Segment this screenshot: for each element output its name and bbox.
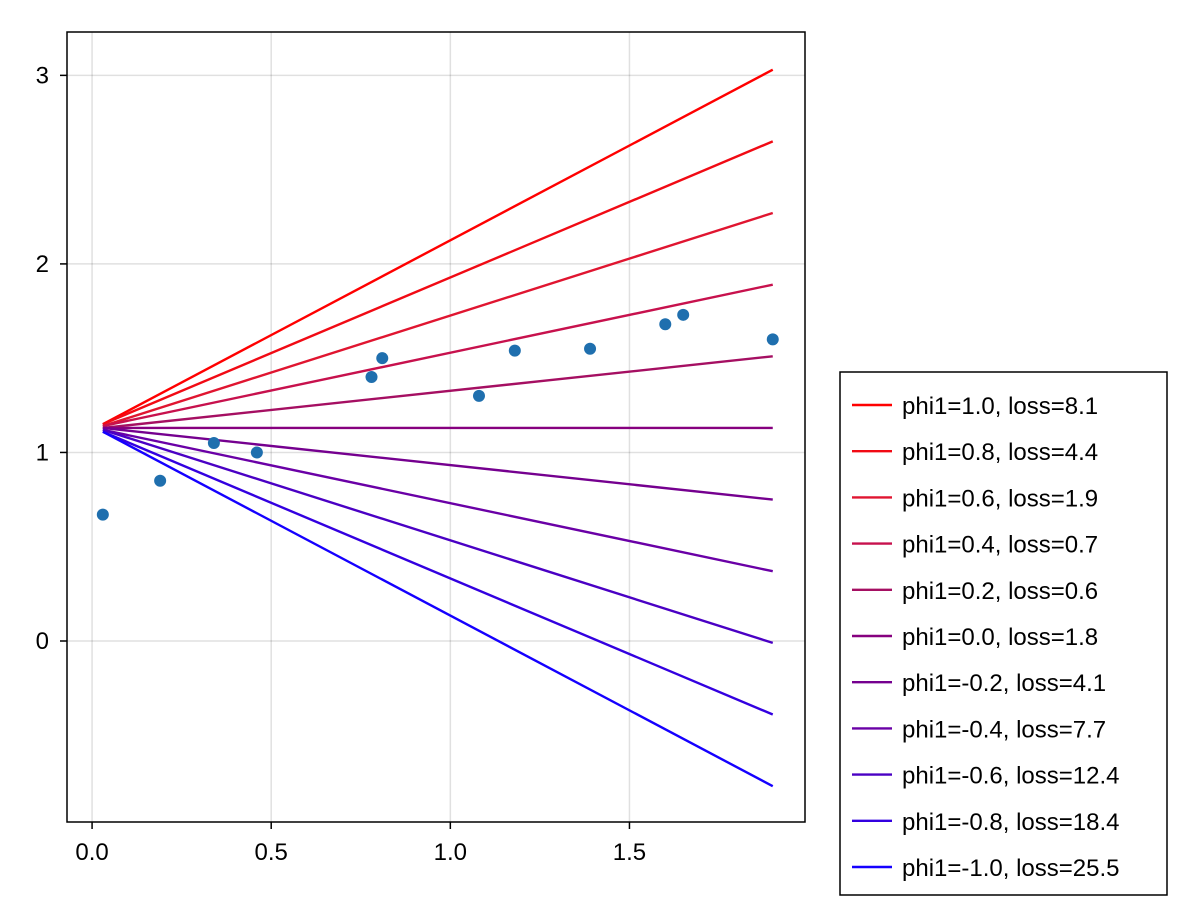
plot-frame	[66, 31, 806, 823]
x-tick-label: 0.0	[75, 839, 108, 866]
series-line	[102, 428, 774, 573]
scatter-point	[154, 474, 167, 487]
y-tick-label: 3	[36, 62, 49, 89]
y-tick-label: 2	[36, 251, 49, 278]
scatter-points	[96, 308, 779, 521]
legend-label: phi1=-0.2, loss=4.1	[902, 670, 1106, 697]
legend-label: phi1=-0.8, loss=18.4	[902, 809, 1120, 836]
legend-label: phi1=1.0, loss=8.1	[902, 393, 1098, 420]
series-line	[102, 211, 774, 428]
legend-label: phi1=-1.0, loss=25.5	[902, 855, 1120, 882]
scatter-point	[365, 371, 378, 384]
legend-label: phi1=-0.4, loss=7.7	[902, 716, 1106, 743]
legend-label: phi1=-0.6, loss=12.4	[902, 763, 1120, 790]
scatter-point	[472, 389, 485, 402]
x-tick-label: 1.0	[434, 839, 467, 866]
legend-label: phi1=0.6, loss=1.9	[902, 485, 1098, 512]
legend-label: phi1=0.2, loss=0.6	[902, 578, 1098, 605]
scatter-point	[766, 333, 779, 346]
legend-label: phi1=0.8, loss=4.4	[902, 439, 1098, 466]
series-line	[102, 355, 773, 430]
scatter-point	[677, 308, 690, 321]
scatter-point	[207, 437, 220, 450]
scatter-point	[584, 342, 597, 355]
x-tick-label: 0.5	[255, 839, 288, 866]
axis-ticks: 0.0 0.5 1.0 1.5 0 1 2 3	[36, 62, 647, 866]
scatter-point	[376, 352, 389, 365]
series-line	[102, 426, 773, 501]
y-tick-label: 1	[36, 439, 49, 466]
scatter-point	[96, 508, 109, 521]
legend-label: phi1=0.0, loss=1.8	[902, 624, 1098, 651]
scatter-point	[659, 318, 672, 331]
scatter-point	[508, 344, 521, 357]
series-line	[102, 430, 774, 716]
legend-box	[839, 371, 1168, 896]
x-tick-label: 1.5	[613, 839, 646, 866]
y-tick-label: 0	[36, 628, 49, 655]
series-line	[102, 68, 774, 426]
scatter-point	[250, 446, 263, 459]
series-line	[102, 140, 774, 426]
series-line	[102, 428, 774, 645]
series-line	[102, 430, 774, 788]
series-lines	[102, 68, 774, 788]
legend-label: phi1=0.4, loss=0.7	[902, 532, 1098, 559]
series-line	[102, 283, 774, 428]
legend: phi1=1.0, loss=8.1 phi1=0.8, loss=4.4 phi1…	[839, 371, 1168, 896]
